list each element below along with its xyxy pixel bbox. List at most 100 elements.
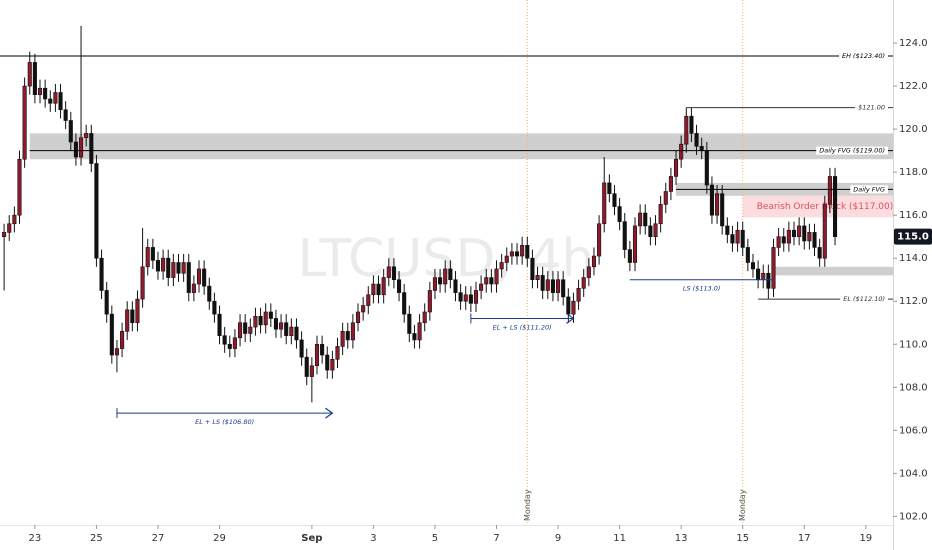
candle-body xyxy=(232,337,237,349)
candle-body xyxy=(550,279,555,293)
y-tick-label: 112.0 xyxy=(899,296,928,307)
zone xyxy=(773,266,893,276)
level-arrow xyxy=(566,312,575,324)
candle-body xyxy=(817,247,822,259)
candle-body xyxy=(530,257,535,281)
x-tick-label: 5 xyxy=(432,533,438,544)
candle-body xyxy=(330,359,335,371)
level-label: Daily FVG ($119.00) xyxy=(819,147,885,155)
x-tick-label: 15 xyxy=(736,533,749,544)
candle-body xyxy=(68,120,73,143)
candle-body xyxy=(222,335,227,345)
candle-body xyxy=(355,311,361,324)
candle-body xyxy=(709,184,714,216)
candle-body xyxy=(32,62,37,95)
candle-body xyxy=(125,309,130,332)
candle-body xyxy=(535,275,540,281)
candle-body xyxy=(643,212,648,227)
candle-body xyxy=(335,346,340,360)
candle-body xyxy=(99,257,104,291)
candle-body xyxy=(289,326,294,336)
candle-body xyxy=(684,115,689,145)
y-tick-label: 108.0 xyxy=(899,382,928,393)
candle-body xyxy=(325,354,330,371)
x-tick-label: 19 xyxy=(859,533,872,544)
candle-body xyxy=(607,182,612,194)
candle-body xyxy=(371,283,376,296)
candle-body xyxy=(176,262,181,274)
candle-body xyxy=(653,223,658,237)
candle-body xyxy=(761,272,766,281)
y-tick-label: 120.0 xyxy=(899,124,928,135)
candle-body xyxy=(668,176,673,192)
candle-body xyxy=(715,193,720,216)
y-tick-label: 110.0 xyxy=(899,339,928,350)
candle-body xyxy=(350,322,355,341)
candle-body xyxy=(191,283,196,293)
candle-body xyxy=(766,272,771,289)
level-label-bg xyxy=(855,103,888,112)
candle-body xyxy=(366,294,371,306)
candle-body xyxy=(171,262,176,278)
level-label-bg xyxy=(816,146,888,155)
last-price-label: 115.0 xyxy=(897,232,929,243)
candle-body xyxy=(263,311,268,326)
candle-body xyxy=(735,229,740,244)
x-tick-label: 29 xyxy=(213,533,226,544)
candle-body xyxy=(602,182,607,225)
y-tick-label: 118.0 xyxy=(899,167,928,178)
zone xyxy=(29,133,893,160)
candle-body xyxy=(238,322,243,339)
level-arrow xyxy=(325,407,334,419)
candle-body xyxy=(571,300,576,315)
candle-body xyxy=(545,279,550,291)
candle-body xyxy=(376,283,381,296)
candle-body xyxy=(135,298,140,324)
candle-body xyxy=(17,158,22,216)
candle-body xyxy=(345,331,350,341)
candle-body xyxy=(791,229,797,237)
candle-body xyxy=(617,206,622,222)
x-tick-label: 11 xyxy=(613,533,626,544)
candle-body xyxy=(427,290,432,313)
candle-body xyxy=(740,229,745,248)
candle-body xyxy=(386,266,391,278)
candle-body xyxy=(294,326,299,341)
candle-body xyxy=(381,277,386,296)
candle-body xyxy=(448,268,453,281)
zone xyxy=(742,195,893,218)
candle-body xyxy=(581,277,586,289)
candle-body xyxy=(58,92,63,111)
candle-body xyxy=(699,146,704,151)
candle-body xyxy=(268,311,273,319)
candle-body xyxy=(37,87,43,95)
candle-body xyxy=(597,223,602,257)
candle-body xyxy=(509,251,514,257)
candle-body xyxy=(207,285,212,302)
candle-body xyxy=(243,322,248,334)
level-label-bg xyxy=(840,295,888,304)
candle-body xyxy=(422,311,427,324)
level-label-bg xyxy=(838,51,888,60)
candle-body xyxy=(499,262,504,270)
candle-body xyxy=(812,232,817,248)
candle-body xyxy=(802,225,807,242)
candle-body xyxy=(591,255,597,268)
candle-body xyxy=(776,236,781,248)
candle-body xyxy=(22,85,27,160)
candle-body xyxy=(166,257,171,278)
candle-body xyxy=(632,225,638,263)
x-tick-label: 27 xyxy=(152,533,165,544)
candle-body xyxy=(412,333,417,341)
x-tick-label: 13 xyxy=(675,533,688,544)
candle-body xyxy=(391,266,396,281)
candle-body xyxy=(725,225,730,235)
x-tick-label: 9 xyxy=(555,533,561,544)
candle-body xyxy=(576,288,581,302)
candle-body xyxy=(797,225,802,237)
level-label: Daily FVG xyxy=(853,185,885,193)
level-label: EL + LS ($111.20) xyxy=(493,323,552,331)
candle-body xyxy=(432,277,438,291)
candle-body xyxy=(273,318,278,330)
candle-body xyxy=(689,115,694,134)
